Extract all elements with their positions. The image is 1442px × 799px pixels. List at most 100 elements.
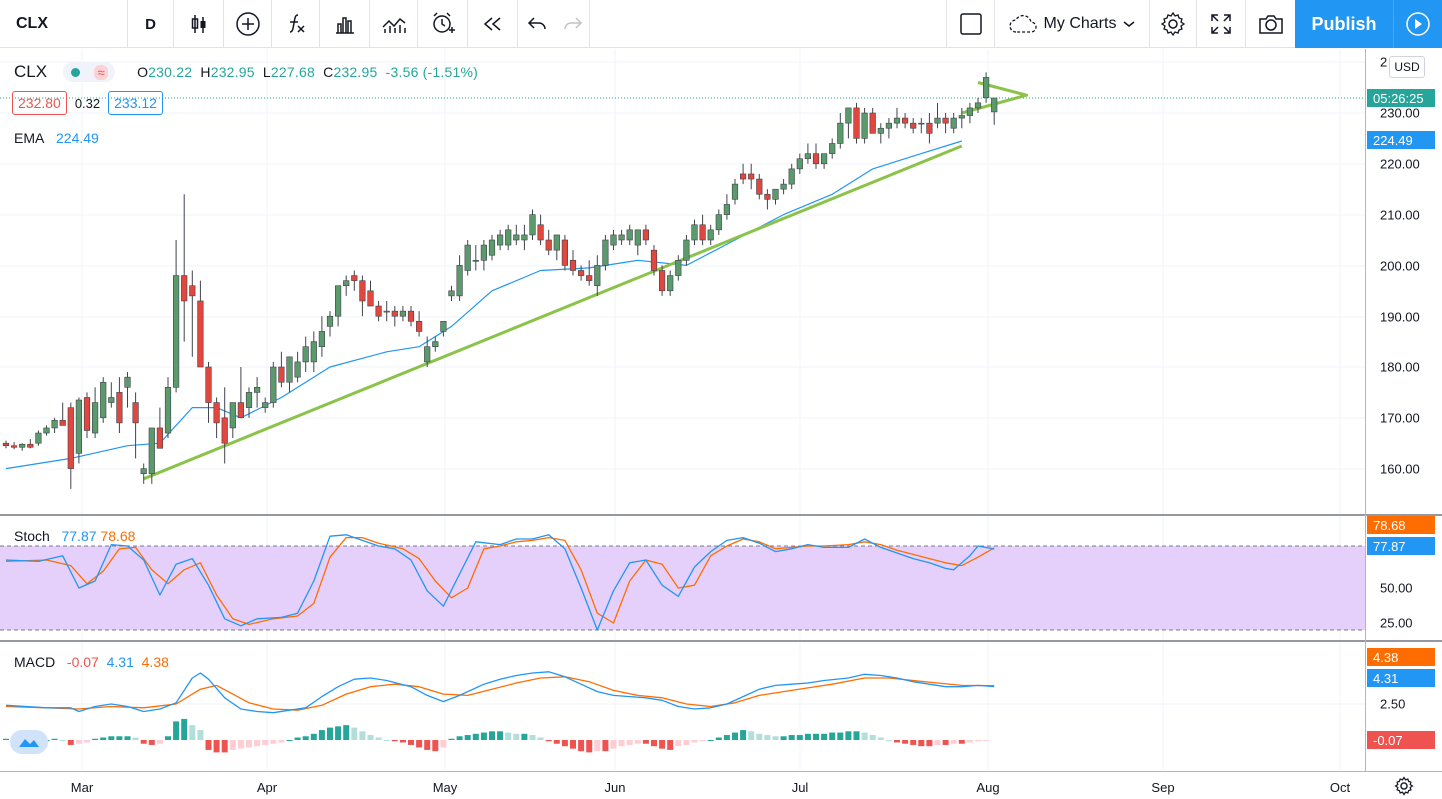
settings-button[interactable]: [1150, 0, 1197, 48]
gear-icon: [1160, 11, 1186, 37]
stoch-d-line: [5, 536, 995, 626]
macd-tick: 2.50: [1380, 696, 1406, 712]
tradingview-logo-icon[interactable]: [10, 730, 48, 754]
candle-body: [910, 122, 917, 129]
square-icon: [959, 13, 982, 35]
candle-body: [772, 188, 779, 200]
candle-body: [108, 397, 115, 403]
candle-body: [100, 381, 107, 419]
pane-separator[interactable]: [0, 514, 1442, 516]
candle-body: [642, 229, 649, 241]
candle-body: [505, 229, 512, 246]
alert-button[interactable]: [418, 0, 468, 48]
macd-histogram-bar: [391, 740, 398, 742]
macd-signal-line: [5, 676, 995, 711]
macd-line-value: 4.31: [106, 654, 134, 670]
my-charts-label: My Charts: [1043, 15, 1117, 32]
sell-price-button[interactable]: 232.80: [12, 91, 67, 115]
redo-button[interactable]: [556, 0, 590, 48]
camera-icon: [1258, 15, 1283, 34]
macd-legend[interactable]: MACD -0.07 4.31 4.38: [14, 654, 169, 670]
ema-legend[interactable]: EMA 224.49: [14, 130, 99, 146]
candle-body: [326, 315, 334, 327]
macd-histogram-bar: [804, 733, 811, 740]
currency-badge[interactable]: USD: [1389, 56, 1425, 78]
undo-button[interactable]: [518, 0, 556, 48]
stoch-tick: 50.00: [1380, 580, 1413, 596]
stoch-legend[interactable]: Stoch 77.87 78.68: [14, 528, 135, 544]
candle-body: [804, 153, 811, 160]
macd-histogram-bar: [213, 740, 220, 753]
macd-histogram-bar: [780, 736, 787, 740]
candle-body: [537, 224, 544, 241]
snapshot-button[interactable]: [1246, 0, 1295, 48]
rewind-icon: [483, 17, 500, 31]
legend-symbol: CLX: [14, 62, 48, 81]
macd-pane[interactable]: [0, 642, 1365, 770]
candle-body: [83, 397, 91, 431]
candle-body: [270, 366, 277, 403]
replay-button[interactable]: [468, 0, 518, 48]
candle-body: [877, 127, 884, 134]
macd-histogram-bar: [740, 730, 747, 740]
time-axis[interactable]: Mar Apr May Jun Jul Aug Sep Oct: [0, 771, 1442, 799]
time-tick: Apr: [256, 780, 278, 795]
fullscreen-square-button[interactable]: [946, 0, 994, 48]
macd-histogram-bar: [294, 737, 301, 740]
candles-icon: [191, 15, 205, 33]
legend-status-pill[interactable]: ≈: [63, 62, 116, 82]
compare-button[interactable]: [224, 0, 272, 48]
candle-body: [286, 356, 293, 383]
candle-body: [853, 107, 860, 139]
candle-body: [691, 224, 698, 241]
candle-body: [966, 107, 973, 116]
macd-histogram-bar: [764, 735, 771, 740]
fullscreen-button[interactable]: [1197, 0, 1246, 48]
indicators-button[interactable]: [272, 0, 320, 48]
candle-body: [334, 285, 342, 317]
candle-body: [545, 239, 552, 251]
main-price-pane[interactable]: [0, 49, 1365, 514]
axis-settings-button[interactable]: [1394, 776, 1414, 799]
candle-body: [310, 341, 317, 363]
stoch-k-value: 77.87: [61, 528, 97, 544]
financials-button[interactable]: [320, 0, 370, 48]
symbol-search-button[interactable]: CLX: [0, 0, 128, 48]
candle-body: [885, 122, 892, 129]
candle-body: [448, 290, 455, 297]
price-tick-partial: 2: [1380, 54, 1388, 70]
pane-separator[interactable]: [0, 640, 1442, 642]
macd-histogram-bar: [626, 740, 633, 745]
interval-button[interactable]: D: [128, 0, 174, 48]
macd-histogram-bar: [529, 735, 536, 740]
candle-body: [318, 331, 326, 347]
candle-body: [424, 346, 431, 363]
macd-histogram-bar: [683, 740, 690, 745]
macd-signal-value: 4.38: [141, 654, 169, 670]
buy-price-button[interactable]: 233.12: [108, 91, 163, 115]
templates-button[interactable]: [370, 0, 418, 48]
play-button[interactable]: [1393, 0, 1442, 48]
candle-body: [869, 112, 876, 134]
macd-line: [5, 671, 995, 714]
candle-body: [254, 387, 261, 393]
bid-ask: 232.80 0.32 233.12: [12, 91, 163, 115]
macd-histogram-bar: [448, 738, 455, 740]
candle-body: [683, 239, 690, 261]
candle-body: [67, 407, 74, 469]
my-charts-button[interactable]: My Charts: [994, 0, 1150, 48]
macd-histogram-bar: [318, 730, 325, 740]
macd-histogram-bar: [92, 738, 99, 740]
publish-button[interactable]: Publish: [1295, 0, 1393, 48]
stoch-pane[interactable]: [0, 516, 1365, 640]
macd-histogram-bar: [416, 740, 423, 748]
macd-line-badge: 4.31: [1367, 669, 1435, 687]
candle-body: [586, 275, 593, 281]
chart-style-button[interactable]: [174, 0, 224, 48]
candle-body: [577, 270, 585, 276]
candle-body: [788, 168, 795, 185]
macd-histogram-bar: [521, 733, 528, 740]
candle-body: [43, 427, 50, 434]
stoch-k-line: [5, 534, 995, 631]
macd-histogram-bar: [254, 740, 261, 747]
